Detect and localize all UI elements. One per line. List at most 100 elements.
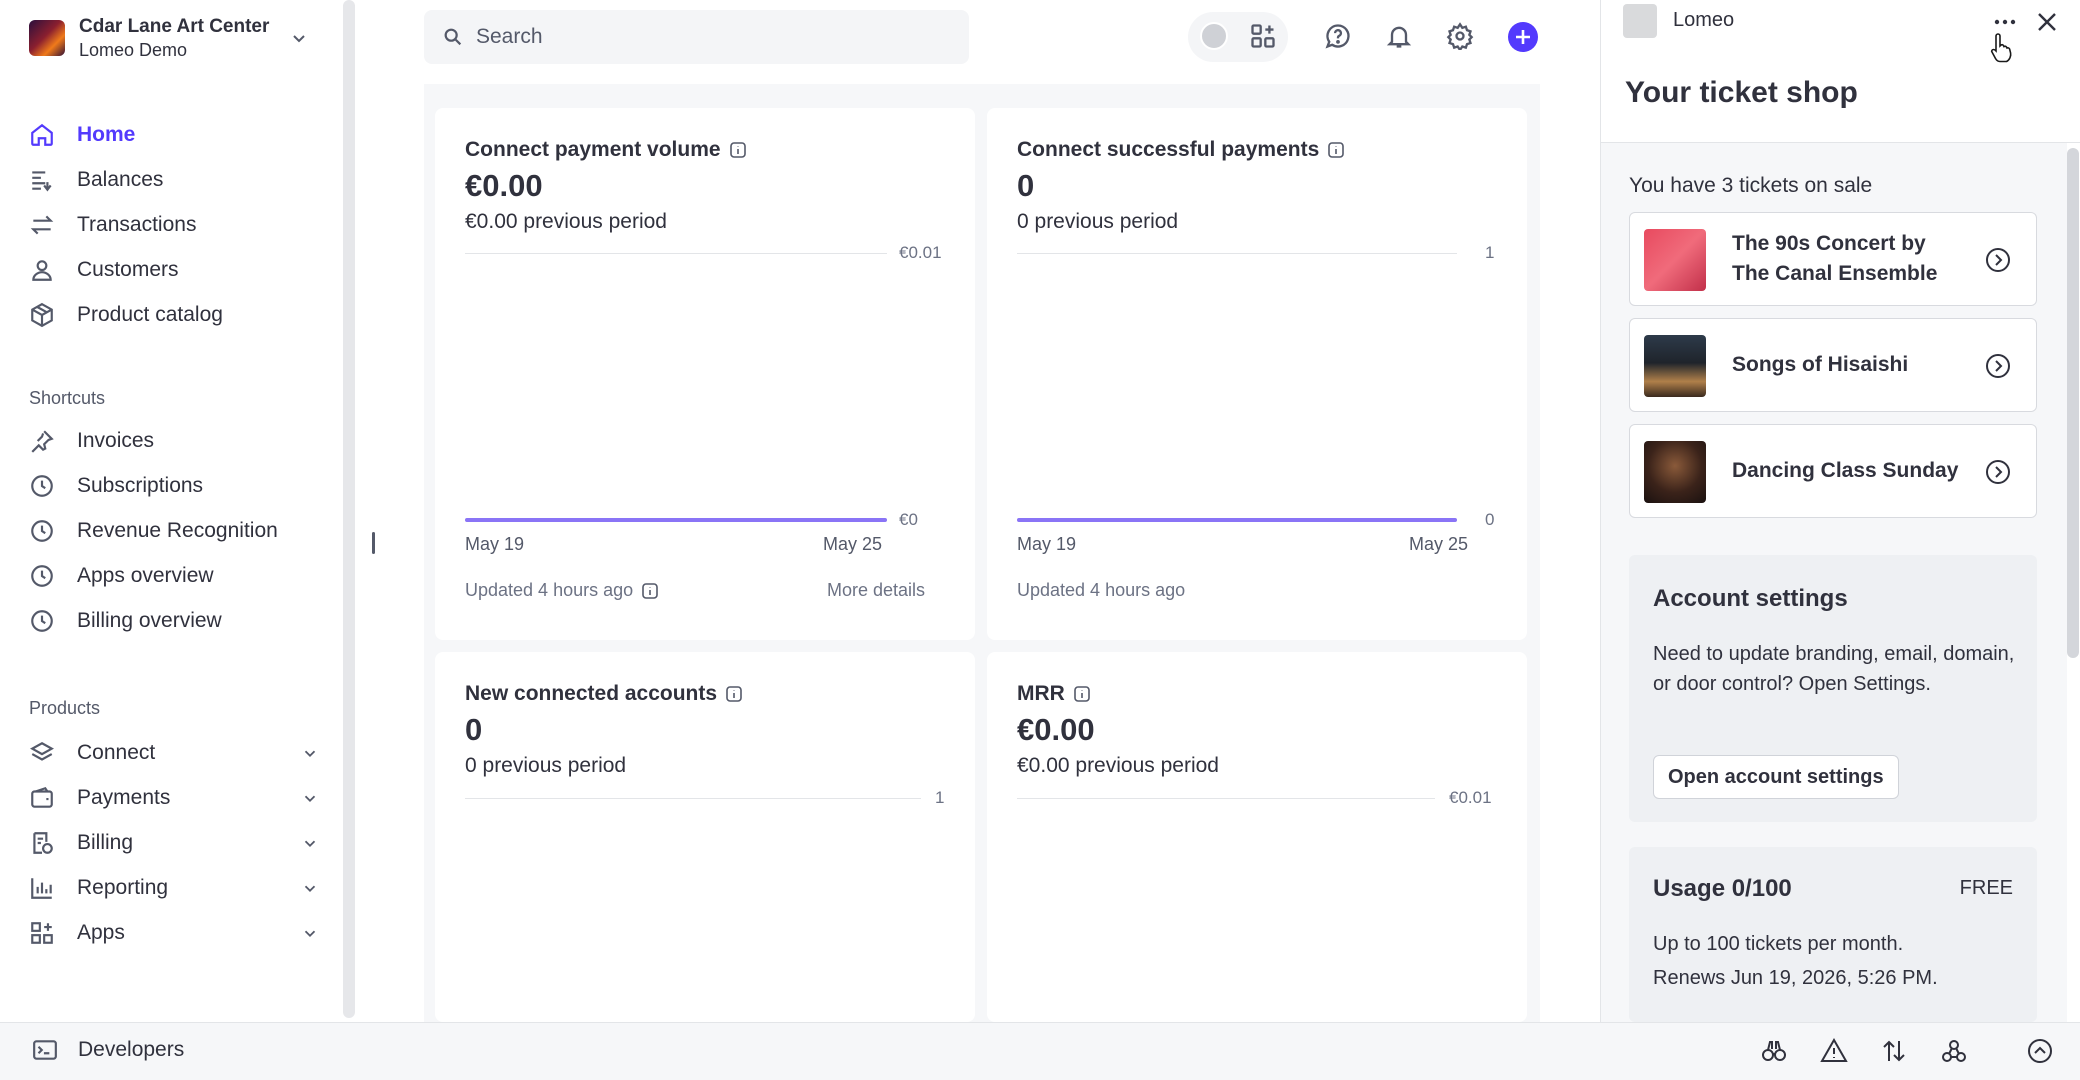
apps-grid-icon [1251, 24, 1275, 48]
lomeo-app-button[interactable] [1196, 18, 1232, 54]
shortcut-apps-overview[interactable]: Apps overview [29, 556, 319, 596]
product-connect[interactable]: Connect [29, 733, 319, 773]
apps-icon [31, 922, 53, 944]
chart-gridline-top [1017, 253, 1457, 254]
card-value: €0.00 [465, 168, 543, 203]
ticket-name-line1: Songs of Hisaishi [1732, 353, 1909, 376]
clock-icon [31, 520, 53, 542]
nav-item-transactions[interactable]: Transactions [29, 205, 319, 245]
divider [1601, 142, 2080, 143]
usage-limit-text: Up to 100 tickets per month. [1653, 933, 1904, 955]
nav-label: Customers [77, 258, 179, 281]
product-apps[interactable]: Apps [29, 913, 319, 953]
account-subtitle: Lomeo Demo [79, 40, 188, 60]
chart-date-end: May 25 [1409, 534, 1469, 554]
sort-arrows-icon[interactable] [1880, 1037, 1908, 1065]
open-account-settings-button[interactable]: Open account settings [1653, 755, 1899, 799]
product-reporting[interactable]: Reporting [29, 868, 319, 908]
sidebar-scrollbar[interactable] [343, 0, 355, 1018]
chart-gridline-top [465, 798, 921, 799]
shortcut-revenue-recognition[interactable]: Revenue Recognition [29, 511, 319, 551]
info-icon[interactable] [729, 141, 747, 159]
developers-button[interactable]: Developers [32, 1037, 184, 1063]
usage-title: Usage 0/100 [1653, 875, 1792, 902]
shortcut-invoices[interactable]: Invoices [29, 421, 319, 461]
chart-line[interactable] [465, 518, 887, 522]
card-updated: Updated 4 hours ago [465, 580, 659, 601]
chevron-right-circle-icon [1986, 460, 2010, 484]
search-icon [444, 28, 462, 46]
settings-button[interactable] [1442, 18, 1478, 54]
search-input[interactable]: Search [424, 10, 969, 64]
drawer-scrollbar[interactable] [2067, 148, 2079, 658]
info-icon[interactable] [641, 582, 659, 600]
payments-icon [31, 786, 53, 808]
nav-label: Invoices [77, 429, 155, 452]
binoculars-icon[interactable] [1760, 1037, 1788, 1065]
product-billing[interactable]: Billing [29, 823, 319, 863]
webhooks-icon[interactable] [1940, 1037, 1968, 1065]
ticket-name-line2: The Canal Ensemble [1732, 262, 1938, 285]
chevron-up-circle-icon[interactable] [2026, 1037, 2054, 1065]
ticket-item[interactable]: Dancing Class Sunday [1629, 424, 2037, 518]
help-button[interactable] [1320, 18, 1356, 54]
ticket-item[interactable]: The 90s Concert by The Canal Ensemble [1629, 212, 2037, 306]
tickets-count-label: You have 3 tickets on sale [1629, 174, 1873, 197]
warning-icon[interactable] [1820, 1037, 1848, 1065]
ticket-item[interactable]: Songs of Hisaishi [1629, 318, 2037, 412]
chart-y-max-label: 1 [1485, 243, 1495, 262]
card-updated: Updated 4 hours ago [1017, 580, 1186, 600]
home-icon [31, 123, 53, 146]
ticket-thumbnail [1644, 229, 1706, 291]
product-catalog-icon [31, 302, 53, 328]
account-name: Cdar Lane Art Center [79, 16, 270, 37]
connect-icon [30, 742, 54, 761]
info-icon[interactable] [725, 685, 743, 703]
lomeo-app-icon [1623, 4, 1657, 38]
info-icon[interactable] [1327, 141, 1345, 159]
lomeo-app-icon [1200, 22, 1228, 50]
shortcut-subscriptions[interactable]: Subscriptions [29, 466, 319, 506]
info-icon[interactable] [1073, 685, 1091, 703]
chevron-down-icon [304, 930, 316, 937]
nav-label: Transactions [77, 213, 197, 236]
nav-label: Billing [77, 831, 134, 854]
account-switcher[interactable]: Cdar Lane Art Center Lomeo Demo [29, 16, 309, 60]
card-title[interactable]: Connect successful payments [1017, 138, 1345, 162]
chart-date-start: May 19 [465, 534, 525, 554]
clock-icon [31, 475, 53, 497]
more-options-icon[interactable] [1991, 8, 2019, 36]
notifications-button[interactable] [1381, 18, 1417, 54]
hand-cursor-icon [1990, 33, 2012, 63]
card-value: 0 [465, 712, 483, 747]
nav-label: Balances [77, 168, 164, 191]
sidebar: Cdar Lane Art Center Lomeo Demo Home Bal… [0, 0, 346, 1022]
card-title[interactable]: New connected accounts [465, 682, 743, 706]
nav-label: Home [77, 123, 136, 146]
chart-line[interactable] [1017, 518, 1457, 522]
app-marketplace-button[interactable] [1245, 18, 1281, 54]
chart-y-min-label: €0 [899, 510, 918, 529]
chart-y-max-label: €0.01 [1449, 788, 1492, 807]
nav-item-customers[interactable]: Customers [29, 250, 319, 290]
metric-card-connect-payment-volume: Connect payment volume €0.00 €0.00 previ… [435, 108, 975, 640]
plan-badge: FREE [1959, 877, 2013, 899]
shortcut-billing-overview[interactable]: Billing overview [29, 601, 319, 641]
nav-label: Reporting [77, 876, 169, 899]
chart-date-end: May 25 [823, 534, 883, 554]
search-placeholder: Search [476, 25, 543, 48]
plus-icon [1516, 30, 1530, 44]
sidebar-resize-handle[interactable] [372, 532, 375, 554]
nav-item-balances[interactable]: Balances [29, 160, 319, 200]
nav-item-home[interactable]: Home [29, 115, 319, 155]
account-settings-card: Account settings Need to update branding… [1629, 555, 2037, 822]
create-button[interactable] [1508, 22, 1538, 52]
card-title[interactable]: Connect payment volume [465, 138, 747, 162]
product-payments[interactable]: Payments [29, 778, 319, 818]
card-title[interactable]: MRR [1017, 682, 1091, 706]
close-icon[interactable] [2033, 8, 2061, 36]
nav-label: Connect [77, 741, 156, 764]
nav-label: Subscriptions [77, 474, 204, 497]
nav-item-product-catalog[interactable]: Product catalog [29, 295, 319, 335]
more-details-link[interactable]: More details [827, 580, 926, 600]
